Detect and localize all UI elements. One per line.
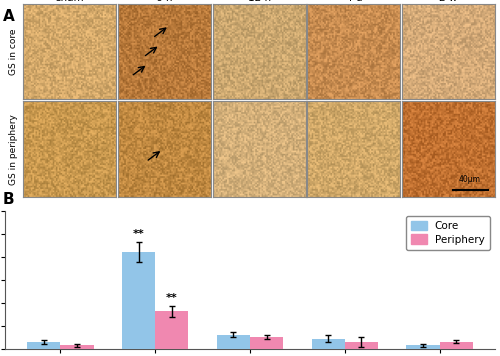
- Bar: [250, 337, 283, 349]
- Text: **: **: [133, 229, 144, 239]
- Bar: [440, 341, 472, 349]
- Text: 40μm: 40μm: [459, 175, 481, 184]
- Title: sham: sham: [56, 0, 84, 3]
- Title: 4 d: 4 d: [346, 0, 362, 3]
- Legend: Core, Periphery: Core, Periphery: [406, 216, 490, 250]
- Text: **: **: [166, 293, 177, 303]
- Bar: [60, 345, 94, 349]
- Bar: [345, 342, 378, 349]
- Text: GS in periphery: GS in periphery: [9, 114, 18, 185]
- Title: 6 h: 6 h: [156, 0, 173, 3]
- Bar: [28, 342, 60, 349]
- Title: 12 h: 12 h: [248, 0, 270, 3]
- Bar: [155, 311, 188, 349]
- Text: A: A: [2, 9, 14, 24]
- Text: GS in core: GS in core: [9, 28, 18, 75]
- Bar: [217, 335, 250, 349]
- Title: 2 w: 2 w: [440, 0, 458, 3]
- Bar: [406, 345, 440, 349]
- Bar: [122, 252, 155, 349]
- Text: B: B: [2, 192, 14, 207]
- Bar: [312, 339, 345, 349]
